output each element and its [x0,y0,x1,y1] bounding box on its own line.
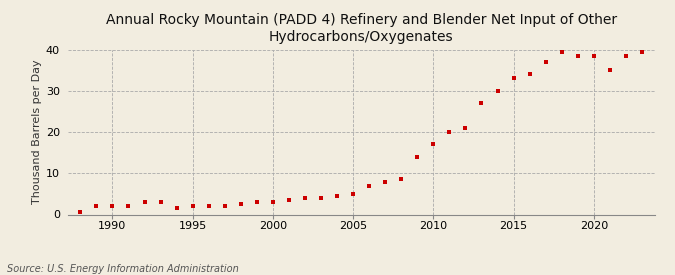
Point [637,50,647,54]
Point [155,200,166,204]
Point [331,194,342,198]
Point [572,53,583,58]
Point [428,142,439,147]
Point [75,210,86,214]
Point [219,204,230,208]
Point [508,76,519,81]
Point [492,89,503,93]
Point [267,200,278,204]
Text: Source: U.S. Energy Information Administration: Source: U.S. Energy Information Administ… [7,264,238,274]
Point [460,126,471,130]
Y-axis label: Thousand Barrels per Day: Thousand Barrels per Day [32,60,42,204]
Point [620,53,631,58]
Point [556,50,567,54]
Point [364,183,375,188]
Point [476,101,487,105]
Point [524,72,535,76]
Point [380,179,391,184]
Point [412,155,423,159]
Point [171,206,182,211]
Point [348,192,358,196]
Point [203,204,214,208]
Point [91,204,102,208]
Point [300,196,310,200]
Point [107,204,118,208]
Point [236,202,246,206]
Point [444,130,455,134]
Point [589,53,599,58]
Point [316,196,327,200]
Point [251,200,262,204]
Point [139,200,150,204]
Point [396,177,406,182]
Point [540,60,551,64]
Point [187,204,198,208]
Point [123,204,134,208]
Point [284,198,294,202]
Title: Annual Rocky Mountain (PADD 4) Refinery and Blender Net Input of Other
Hydrocarb: Annual Rocky Mountain (PADD 4) Refinery … [105,13,617,44]
Point [604,68,615,72]
